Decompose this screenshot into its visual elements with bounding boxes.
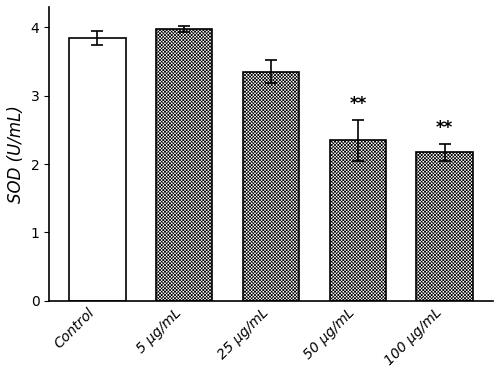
Bar <box>156 29 212 301</box>
Bar <box>243 72 300 301</box>
Bar <box>416 152 473 301</box>
Bar <box>70 38 126 301</box>
Bar <box>330 140 386 301</box>
Y-axis label: SOD (U/mL): SOD (U/mL) <box>7 105 25 203</box>
Text: **: ** <box>349 95 366 113</box>
Text: **: ** <box>436 119 454 137</box>
